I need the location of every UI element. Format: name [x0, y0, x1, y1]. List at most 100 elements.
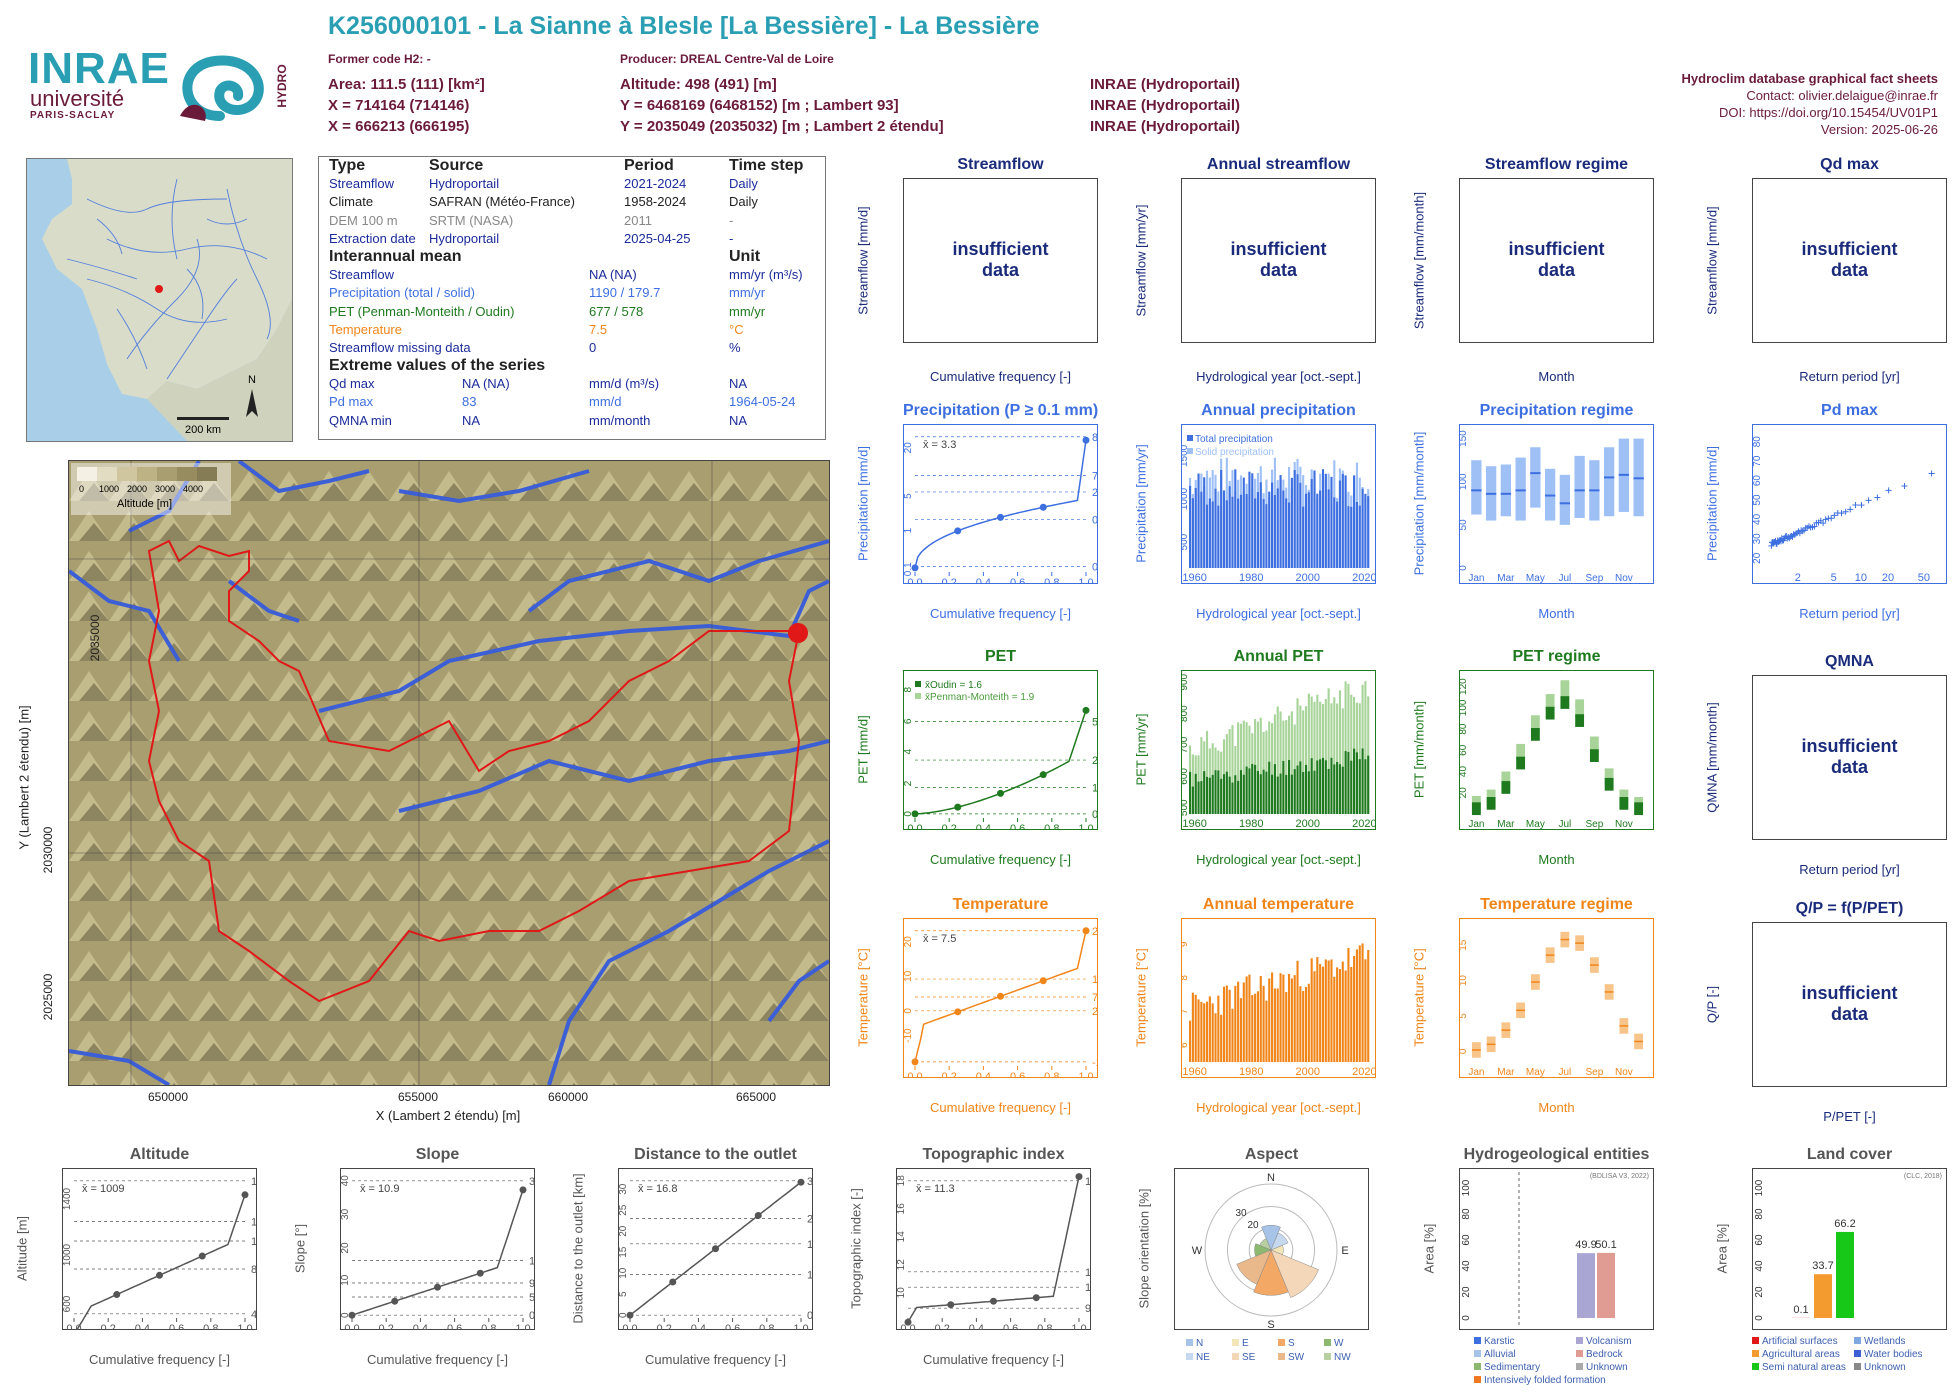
topo-xtick: 0.4: [969, 1323, 984, 1330]
annual_temp-bar: [1268, 978, 1270, 1062]
altitude-plot: 0.00.20.40.60.81.01552120210238184976001…: [62, 1168, 257, 1330]
annual_precip-bar-sub: [1263, 499, 1265, 568]
annual_precip-bar-sub: [1291, 478, 1293, 568]
slope-ytick: 10: [340, 1274, 351, 1286]
altitude-ylabel: Altitude [m]: [15, 1149, 30, 1349]
hydrogeo-bar: [1577, 1253, 1595, 1318]
annual_precip-bar-sub: [1364, 494, 1366, 568]
distance-ytick: 10: [618, 1267, 629, 1279]
annual_pet-bar-sub: [1231, 783, 1233, 814]
annual_precip-bar-sub: [1285, 498, 1287, 568]
slope-xtick: 1.0: [515, 1323, 530, 1330]
annual_temp-bar: [1305, 987, 1307, 1062]
slope-rtick: 15.6: [529, 1256, 535, 1268]
annual_temp-bar: [1353, 956, 1355, 1062]
flow-panel-2-title: Streamflow regime: [1459, 156, 1654, 174]
annual_precip-bar-sub: [1251, 473, 1253, 568]
annual_temp-bar: [1339, 969, 1341, 1062]
hydrogeo-ytick: 40: [1461, 1260, 1472, 1272]
temp_regime-xlabel: Month: [1459, 1100, 1654, 1115]
temp_cdf-xtick: 0.2: [942, 1071, 957, 1078]
annual_precip-bar-sub: [1226, 500, 1228, 568]
altitude-xtick: 0.6: [169, 1323, 184, 1330]
temp_cdf-ylabel: Temperature [°C]: [856, 898, 871, 1098]
annual_precip-ytick: 1500: [1181, 444, 1190, 467]
precip_cdf-mean: x̄ = 3.3: [923, 439, 956, 451]
annual_temp-bar: [1282, 975, 1284, 1062]
annual_pet-bar-sub: [1339, 764, 1341, 814]
credits-doi[interactable]: DOI: https://doi.org/10.15454/UV01P1: [1682, 104, 1938, 121]
distance-xlabel: Cumulative frequency [-]: [618, 1352, 813, 1367]
annual_pet-bar-sub: [1277, 777, 1279, 814]
distance-quantile-point: [627, 1312, 634, 1319]
qp-panel-title: Q/P = f(P/PET): [1752, 900, 1947, 918]
annual_temp-bar: [1206, 1002, 1208, 1062]
precip_regime-ytick: 0: [1459, 565, 1469, 571]
annual_pet-bar-sub: [1316, 760, 1318, 814]
flow-panel-1-title: Annual streamflow: [1181, 156, 1376, 174]
distance-ylabel: Distance to the outlet [km]: [571, 1149, 586, 1349]
slope-quantile-point: [477, 1270, 484, 1277]
annual_precip-xtick: 1960: [1182, 572, 1206, 584]
area: Area: 111.5 (111) [km²]: [328, 76, 485, 93]
annual_pet-bar-sub: [1246, 767, 1248, 814]
topo-quantile-point: [1076, 1173, 1083, 1180]
annual_precip-xtick: 2000: [1296, 572, 1320, 584]
distance-quantile-point: [755, 1212, 762, 1219]
temp_cdf-rtick: -17.4: [1092, 1057, 1098, 1069]
annual_pet-bar-sub: [1229, 777, 1231, 814]
precip_cdf-xtick: 0.6: [1010, 577, 1025, 584]
slope-rtick: 9.4: [529, 1278, 535, 1290]
hydrogeo-ytick: 60: [1461, 1234, 1472, 1246]
annual_precip-bar-sub: [1243, 478, 1245, 568]
legend-title: Altitude [m]: [117, 498, 172, 510]
altitude: Altitude: 498 (491) [m]: [620, 76, 777, 93]
pd_max-xlabel: Return period [yr]: [1752, 606, 1947, 621]
annual_temp-bar: [1345, 971, 1347, 1062]
hydrogeo-ytick: 20: [1461, 1286, 1472, 1298]
temp_cdf-rtick: 26.6: [1092, 926, 1098, 938]
temp_cdf-rtick: 2.5: [1092, 1006, 1098, 1018]
annual_temp-bar: [1234, 986, 1236, 1062]
annual_temp-xtick: 1980: [1239, 1066, 1263, 1078]
topo-plot: 0.00.20.40.60.81.018121091012141618x̄ = …: [896, 1168, 1091, 1330]
pet-regime-box-oudin: [1575, 714, 1584, 727]
annual_precip-bar-sub: [1311, 479, 1313, 568]
slope-rtick: 0.0: [529, 1310, 535, 1322]
annual_precip-bar-sub: [1353, 475, 1355, 568]
annual_temp-bar: [1265, 1001, 1267, 1062]
precip_cdf-rtick: 7.4: [1092, 470, 1098, 482]
annual_pet-bar-sub: [1282, 761, 1284, 814]
annual_temp-ylabel: Temperature [°C]: [1134, 898, 1149, 1098]
landcover-title: Land cover: [1752, 1146, 1947, 1164]
annual_pet-bar-sub: [1265, 772, 1267, 814]
precip_regime-xtick: May: [1526, 573, 1545, 584]
distance-xtick: 0.0: [622, 1323, 637, 1330]
annual_pet-bar-sub: [1206, 777, 1208, 814]
temp_cdf-ytick: -10: [903, 1028, 914, 1043]
annual_precip-bar-sub: [1336, 502, 1338, 568]
temp_cdf-quantile-point: [997, 993, 1004, 1000]
hydro-text: HYDRO: [275, 64, 289, 107]
annual_pet-bar-sub: [1195, 774, 1197, 814]
annual_precip-bar-sub: [1209, 499, 1211, 568]
temp_cdf-plot: 0.00.20.40.60.81.026.612.57.32.5-17.4-10…: [903, 918, 1098, 1078]
precip_regime-xtick: Jan: [1468, 573, 1484, 584]
temp_regime-ytick: 10: [1459, 975, 1469, 987]
altitude-title: Altitude: [62, 1146, 257, 1164]
aspect-w: W: [1192, 1245, 1203, 1257]
annual_pet-bar-sub: [1257, 771, 1259, 814]
pet_cdf-rtick: 5.5: [1092, 716, 1098, 728]
annual_temp-bar: [1313, 971, 1315, 1062]
france-minimap: 200 km N: [26, 158, 293, 442]
annual_temp-bar: [1322, 967, 1324, 1062]
legend-item: Karstic: [1484, 1336, 1515, 1347]
hydrogeo-ylabel: Area [%]: [1422, 1149, 1437, 1349]
annual_temp-bar: [1333, 977, 1335, 1062]
pet_cdf-rtick: 1.3: [1092, 783, 1098, 795]
annual_pet-bar-sub: [1220, 779, 1222, 814]
annual_temp-bar: [1217, 996, 1219, 1062]
